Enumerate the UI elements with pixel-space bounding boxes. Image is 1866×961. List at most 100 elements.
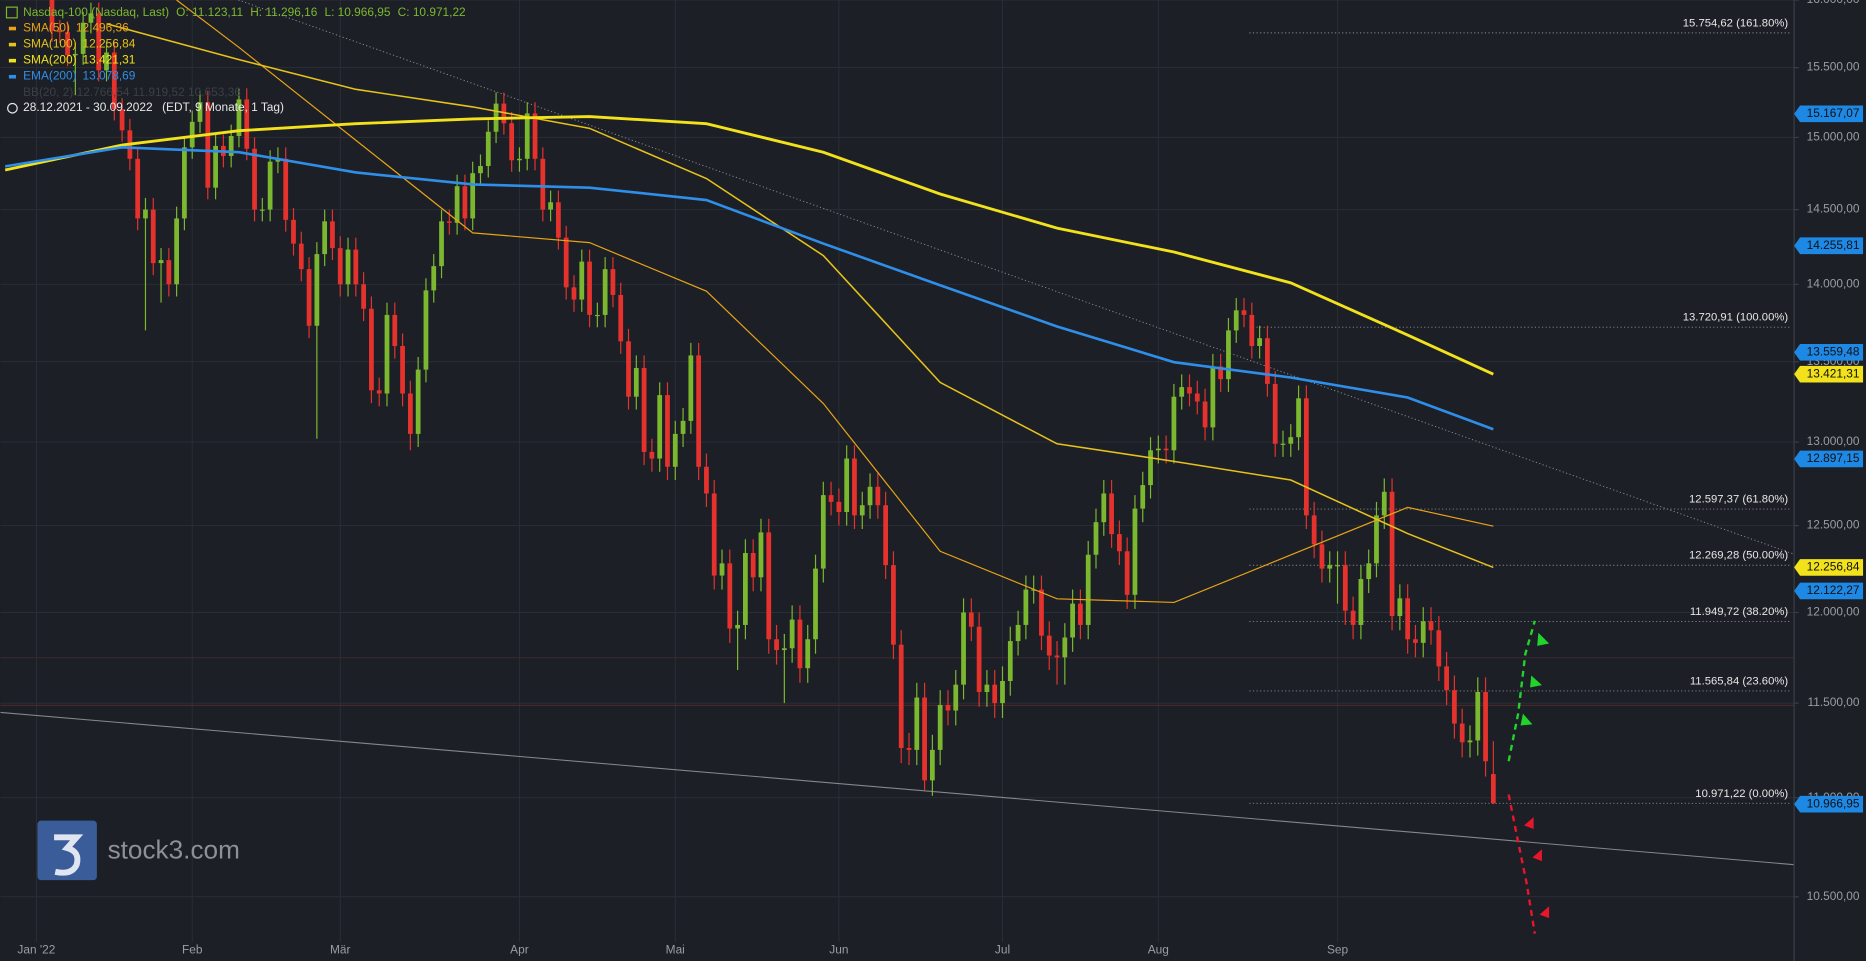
candle-body [439, 221, 444, 267]
legend: Nasdaq-100 (Nasdaq, Last) O: 11.123,11 H: … [5, 5, 466, 114]
fib-label: 15.754,62 (161.80%) [1683, 17, 1789, 29]
title: Nasdaq-100 (Nasdaq, Last) [23, 5, 169, 19]
candle-body [1148, 450, 1153, 486]
candle-body [1046, 635, 1052, 656]
candle-body [96, 13, 102, 71]
price-tag-box [1794, 365, 1864, 383]
projection-down [1507, 794, 1550, 934]
x-tick-label: Aug [1148, 942, 1169, 956]
legend-swatch [8, 58, 17, 63]
axes: 10.500,0011.000,0011.500,0012.000,0012.5… [17, 0, 1860, 956]
candle-body [314, 254, 320, 326]
candle-body [649, 451, 655, 459]
candle-body [594, 314, 600, 317]
candle-body [758, 532, 764, 578]
candle-body [1420, 621, 1426, 643]
candle-body [104, 52, 109, 71]
candle-body [1054, 655, 1060, 658]
candle-body [57, 30, 63, 33]
candle-body [509, 123, 515, 161]
candle-body [1265, 338, 1270, 384]
fib-label: 11.565,84 (23.60%) [1690, 675, 1789, 687]
legend-value: 12.256,84 [83, 37, 136, 51]
candle-body [361, 284, 366, 309]
period-detail: (EDT, 9 Monate, 1 Tag) [162, 100, 284, 114]
candle-body [750, 553, 756, 578]
candle-body [743, 553, 748, 625]
candle-body [88, 13, 94, 23]
candle-body [1194, 393, 1200, 402]
candle-body [665, 395, 670, 467]
period: 28.12.2021 - 30.09.2022 (EDT, 9 Monate, 1… [23, 100, 284, 114]
candle-body [680, 420, 686, 434]
trend-line [0, 711, 1795, 866]
arrowhead [1520, 713, 1533, 726]
candle-body [945, 704, 951, 711]
price-tag-label: 13.421,31 [1807, 366, 1860, 380]
candle-body [1093, 522, 1099, 555]
legend-name: EMA(200) [23, 69, 77, 83]
candle-body [267, 161, 273, 210]
candle-body [80, 22, 86, 54]
price-tag-label: 13.559,48 [1807, 345, 1860, 359]
candle-body [1140, 485, 1146, 509]
legend-entry: SMA(50) 12.496,36 [23, 21, 129, 35]
projection-line [1507, 620, 1536, 762]
fib-label: 10.971,22 (0.00%) [1695, 788, 1788, 800]
legend-name: SMA(100) [23, 37, 77, 51]
candle-body [1155, 448, 1161, 451]
price-tag-box [1794, 450, 1864, 468]
candle-body [556, 202, 561, 238]
candles [49, 0, 1496, 805]
candle-body [143, 209, 148, 219]
y-tick-label: 16.000,00 [1807, 0, 1860, 6]
candle-body [797, 619, 803, 669]
candle-body [345, 249, 351, 285]
price-tag-box [1794, 795, 1864, 813]
candle-body [322, 221, 328, 255]
projection-up [1507, 620, 1550, 762]
candle-body [1202, 401, 1208, 428]
candle-body [1413, 639, 1418, 643]
ohlc-value: H: 11.296,16 [250, 5, 318, 19]
candle-body [1218, 366, 1224, 380]
arrowhead [1532, 849, 1542, 862]
candle-body [641, 368, 647, 452]
candle-body [1023, 589, 1029, 625]
ma-line [106, 23, 1494, 569]
candle-body [431, 266, 437, 291]
candle-body [1116, 534, 1122, 552]
candle-body [252, 148, 257, 210]
y-tick-label: 15.000,00 [1807, 130, 1860, 144]
candle-body [875, 486, 881, 506]
candle-body [540, 158, 546, 210]
candle-body [1015, 624, 1021, 642]
candle-body [1039, 589, 1044, 636]
candle-body [1483, 692, 1488, 762]
price-tag-box [1794, 344, 1864, 361]
candle-body [158, 260, 164, 264]
candle-body [953, 684, 959, 711]
candle-body [369, 308, 374, 391]
candle-body [330, 221, 335, 249]
candle-body [1303, 398, 1309, 516]
fib-label: 12.597,37 (61.80%) [1689, 494, 1788, 506]
x-tick-label: Feb [182, 942, 203, 956]
candle-body [984, 684, 990, 693]
candle-body [914, 697, 920, 750]
candle-body [189, 121, 195, 148]
ma-line [4, 115, 1494, 376]
price-tag-label: 12.122,27 [1807, 583, 1860, 597]
candle-body [1459, 723, 1465, 743]
y-tick-label: 14.000,00 [1807, 276, 1860, 290]
candle-body [1436, 630, 1442, 667]
candle-body [774, 639, 779, 651]
candle-body [867, 486, 873, 506]
candle-body [937, 704, 943, 750]
clock-icon [7, 102, 18, 114]
price-tag-label: 12.256,84 [1807, 560, 1860, 574]
candle-body [696, 355, 702, 467]
